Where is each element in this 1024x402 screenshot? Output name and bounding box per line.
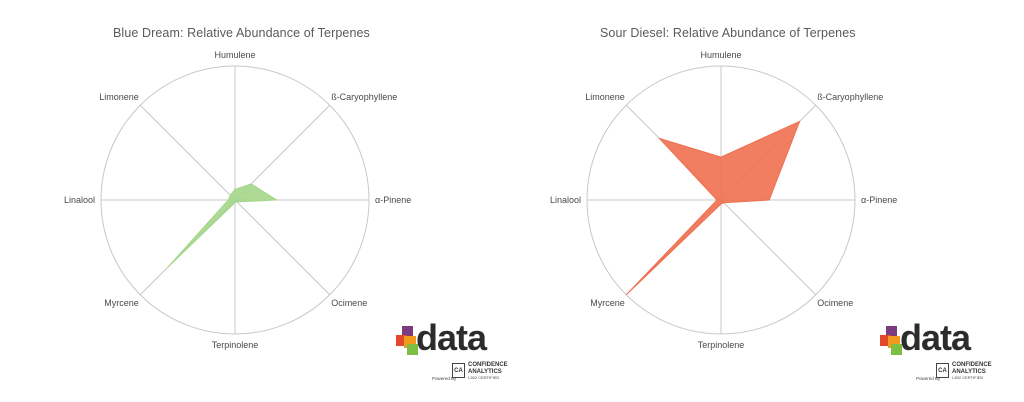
powered-by-label: Powered By: [432, 376, 457, 381]
logo-wordmark: data: [416, 317, 487, 358]
data-logo: data Powered By CA CONFIDENCE ANALYTICS …: [880, 318, 1010, 384]
axis-label: Terpinolene: [212, 340, 259, 350]
axis-label: Linalool: [64, 195, 95, 205]
sour-diesel-panel: Sour Diesel: Relative Abundance of Terpe…: [512, 0, 1024, 402]
company-name: CONFIDENCE ANALYTICS: [952, 362, 992, 375]
axis-label: Limonene: [585, 92, 625, 102]
series-area: [625, 120, 801, 296]
axis-label: ß-Caryophyllene: [817, 92, 883, 102]
axis-label: Terpinolene: [698, 340, 745, 350]
axis-label: Humulene: [214, 50, 255, 60]
radar-chart: Humulene ß-Caryophyllene α-Pinene Ocimene Te…: [550, 50, 897, 350]
axis-label: Limonene: [99, 92, 139, 102]
certification-label: I-502 CERTIFIED: [952, 375, 984, 380]
blue-dream-panel: Blue Dream: Relative Abundance of Terpen…: [64, 26, 508, 381]
company-name: CONFIDENCE ANALYTICS: [468, 362, 508, 375]
ca-badge-icon: CA: [452, 363, 465, 378]
logo-wordmark: data: [900, 317, 971, 358]
powered-by-label: Powered By: [916, 376, 941, 381]
radar-spoke: [234, 199, 331, 296]
axis-label: Ocimene: [331, 298, 367, 308]
logo-squares-icon: [396, 326, 418, 355]
radar-spoke: [720, 199, 817, 296]
axis-label: ß-Caryophyllene: [331, 92, 397, 102]
axis-label: Ocimene: [817, 298, 853, 308]
ca-badge-icon: CA: [936, 363, 949, 378]
logo-squares-icon: [880, 326, 902, 355]
radar-chart: Humulene ß-Caryophyllene α-Pinene Ocimene Te…: [64, 50, 411, 350]
axis-label: α-Pinene: [861, 195, 897, 205]
data-logo: data Powered By CA CONFIDENCE ANALYTICS …: [396, 318, 526, 384]
certification-label: I-502 CERTIFIED: [468, 375, 500, 380]
axis-label: Linalool: [550, 195, 581, 205]
axis-label: α-Pinene: [375, 195, 411, 205]
chart-title: Sour Diesel: Relative Abundance of Terpe…: [600, 26, 856, 40]
axis-label: Myrcene: [590, 298, 625, 308]
axis-label: Humulene: [700, 50, 741, 60]
radar-spoke: [139, 104, 236, 201]
axis-label: Myrcene: [104, 298, 139, 308]
chart-title: Blue Dream: Relative Abundance of Terpen…: [113, 26, 370, 40]
